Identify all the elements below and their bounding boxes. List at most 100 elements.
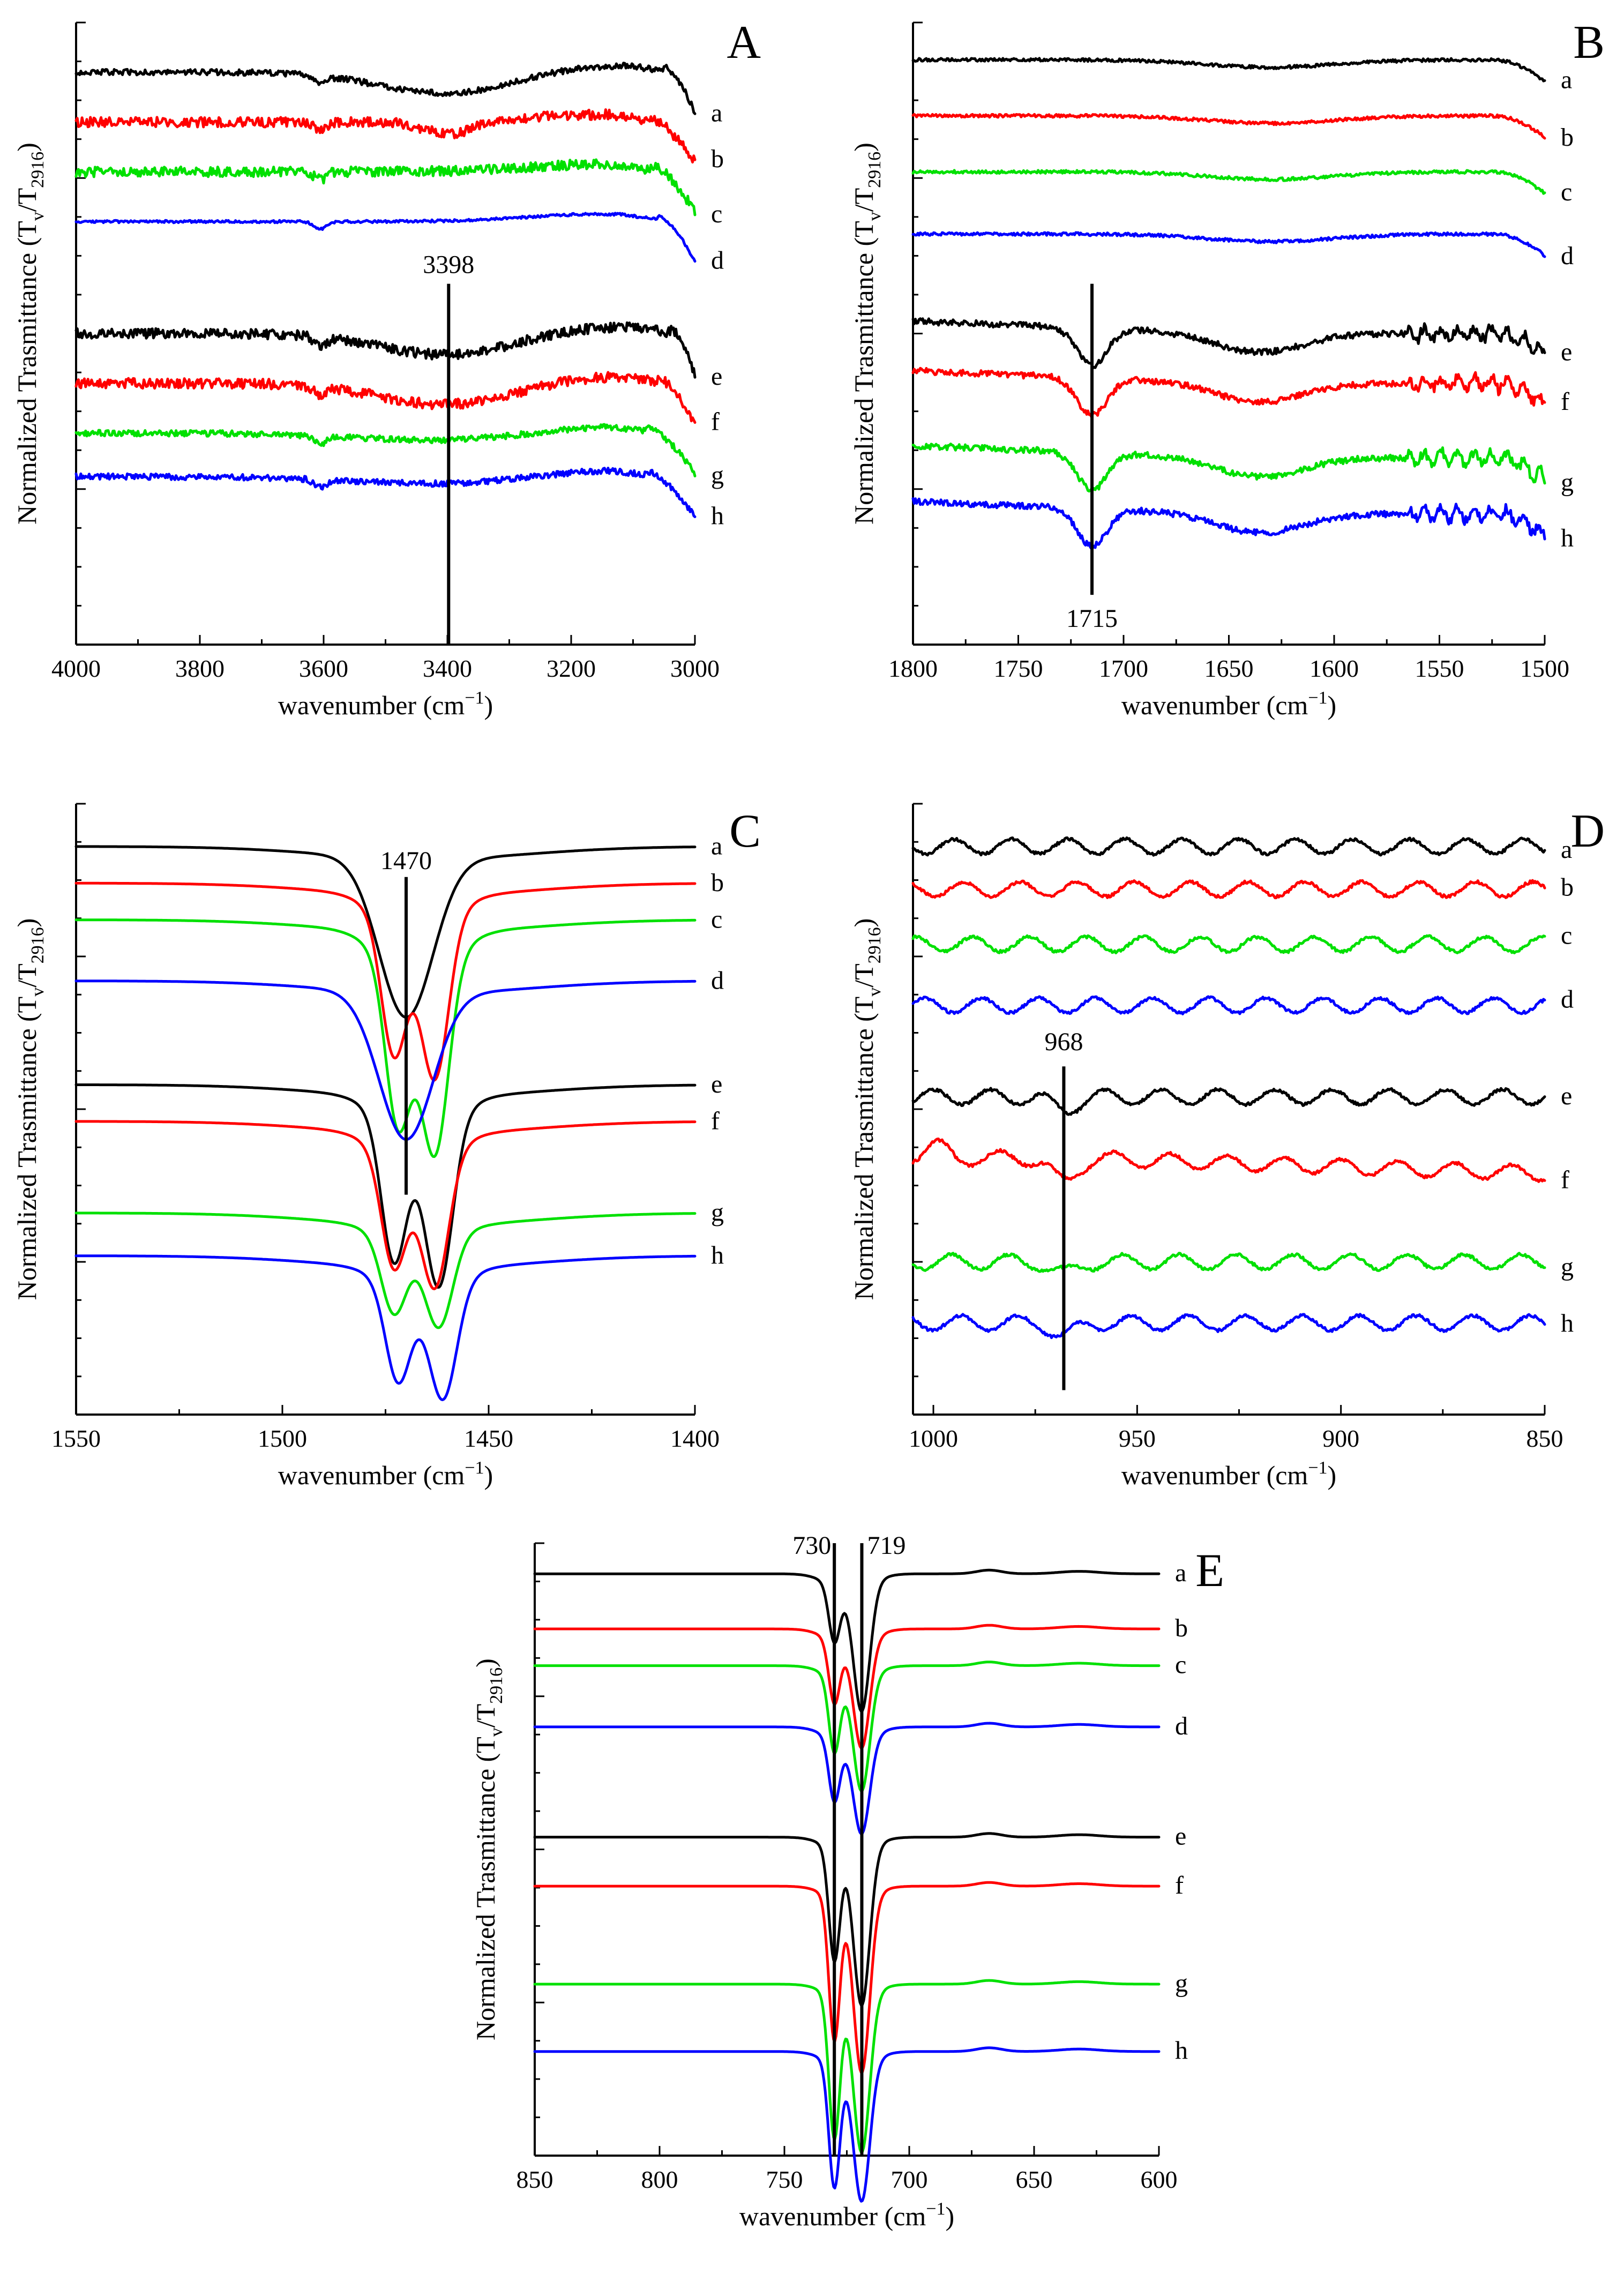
x-axis-title: wavenumber (cm−1) <box>739 2199 954 2231</box>
trace-c <box>533 1661 1161 1792</box>
trace-label-a: a <box>1561 65 1572 94</box>
trace-label-a: a <box>711 832 722 861</box>
peak-label-719: 719 <box>867 1531 905 1560</box>
trace-b <box>533 1624 1161 1749</box>
trace-label-h: h <box>1561 1310 1574 1338</box>
trace-c <box>911 934 1546 954</box>
trace-label-c: c <box>1561 178 1572 206</box>
trace-label-c: c <box>1175 1651 1186 1679</box>
trace-f <box>74 1120 697 1290</box>
trace-label-g: g <box>1175 1969 1188 1998</box>
trace-label-a: a <box>1175 1559 1186 1587</box>
trace-g <box>74 1211 697 1329</box>
trace-c <box>74 158 697 216</box>
x-tick-label: 3600 <box>299 655 348 682</box>
trace-e <box>74 1083 697 1289</box>
trace-f <box>74 371 697 424</box>
peak-label-1715: 1715 <box>1066 604 1118 633</box>
trace-label-h: h <box>1175 2037 1188 2065</box>
y-axis-title: Normalized Trasmittance (Tv/T2916) <box>12 143 48 525</box>
x-tick-label: 600 <box>1141 2166 1178 2193</box>
x-axis-title: wavenumber (cm−1) <box>278 688 493 720</box>
trace-d <box>533 1722 1161 1836</box>
trace-g <box>74 423 697 477</box>
panel-label: E <box>1195 1545 1224 1597</box>
x-tick-label: 1550 <box>1415 655 1464 682</box>
trace-label-f: f <box>1561 1165 1569 1194</box>
trace-f <box>911 367 1546 419</box>
trace-label-e: e <box>1561 338 1572 366</box>
y-axis-title: Normalized Trasmittance (Tv/T2916) <box>849 918 885 1300</box>
trace-label-b: b <box>1561 873 1574 901</box>
trace-label-e: e <box>711 362 722 391</box>
trace-b <box>911 113 1546 140</box>
x-tick-label: 1750 <box>994 655 1043 682</box>
trace-e <box>911 317 1546 370</box>
x-tick-label: 3200 <box>547 655 596 682</box>
x-axis-title: wavenumber (cm−1) <box>278 1458 493 1490</box>
trace-a <box>74 845 697 1019</box>
trace-c <box>911 169 1546 195</box>
trace-label-a: a <box>711 99 722 127</box>
trace-label-g: g <box>1561 1253 1574 1281</box>
trace-g <box>911 443 1546 493</box>
x-tick-label: 1800 <box>888 655 938 682</box>
trace-d <box>911 231 1546 258</box>
trace-label-f: f <box>711 407 720 436</box>
y-axis-title: Normalized Trasmittance (Tv/T2916) <box>470 1658 506 2040</box>
trace-label-g: g <box>1561 468 1574 497</box>
x-tick-label: 1400 <box>670 1425 720 1452</box>
trace-label-h: h <box>711 502 724 530</box>
trace-label-e: e <box>1175 1822 1186 1851</box>
x-tick-label: 4000 <box>51 655 101 682</box>
panel-label: C <box>729 805 761 857</box>
trace-f <box>911 1138 1546 1183</box>
trace-label-b: b <box>1561 123 1574 152</box>
x-tick-label: 700 <box>891 2166 928 2193</box>
trace-g <box>911 1252 1546 1273</box>
trace-h <box>74 467 697 518</box>
trace-label-c: c <box>711 905 722 933</box>
y-axis-title: Normalized Trasmittance (Tv/T2916) <box>12 918 48 1300</box>
x-tick-label: 3400 <box>423 655 472 682</box>
panel-label: B <box>1573 17 1605 69</box>
trace-label-b: b <box>711 145 724 173</box>
trace-label-d: d <box>1175 1712 1188 1740</box>
trace-d <box>74 979 697 1141</box>
trace-label-d: d <box>1561 985 1574 1013</box>
y-axis-title: Normalized Trasmittance (Tv/T2916) <box>849 143 885 525</box>
trace-a <box>533 1568 1161 1713</box>
x-axis-title: wavenumber (cm−1) <box>1121 1458 1336 1490</box>
trace-label-f: f <box>1561 387 1569 416</box>
x-axis-title: wavenumber (cm−1) <box>1121 688 1336 720</box>
trace-e <box>533 1832 1161 2007</box>
trace-a <box>911 836 1546 857</box>
trace-label-e: e <box>711 1070 722 1098</box>
trace-b <box>74 881 697 1082</box>
x-tick-label: 1550 <box>51 1425 101 1452</box>
trace-h <box>911 497 1546 550</box>
trace-label-f: f <box>1175 1871 1184 1899</box>
peak-label-968: 968 <box>1044 1028 1083 1056</box>
x-tick-label: 3000 <box>670 655 720 682</box>
x-tick-label: 1500 <box>1520 655 1569 682</box>
trace-c <box>74 918 697 1158</box>
x-tick-label: 950 <box>1119 1425 1156 1452</box>
trace-e <box>74 321 697 379</box>
trace-label-c: c <box>1561 921 1572 949</box>
x-tick-label: 850 <box>517 2166 553 2193</box>
peak-label-1470: 1470 <box>380 847 432 875</box>
trace-label-g: g <box>711 1199 724 1227</box>
x-tick-label: 750 <box>766 2166 803 2193</box>
x-tick-label: 1650 <box>1204 655 1254 682</box>
trace-label-a: a <box>1561 835 1572 864</box>
panel-B: 1800 1750 1700 1650 1600 1550 1500 Bwavenumber … <box>849 17 1605 720</box>
trace-label-b: b <box>1175 1614 1188 1642</box>
trace-label-d: d <box>711 966 724 994</box>
trace-b <box>74 108 697 164</box>
